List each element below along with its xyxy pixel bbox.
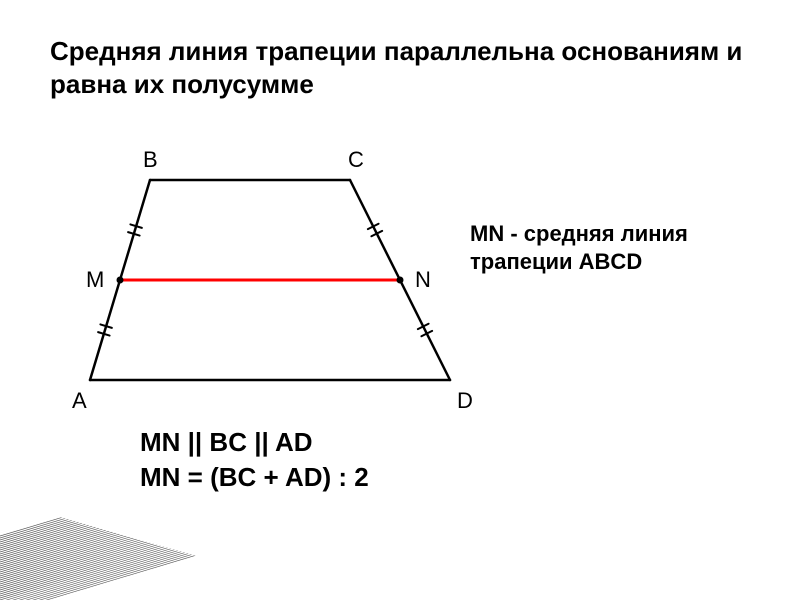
vertex-label-c: C — [348, 147, 364, 173]
formula-parallel: MN || BC || AD — [140, 425, 369, 460]
vertex-label-m: M — [86, 267, 104, 293]
formula-halfsum: MN = (BC + AD) : 2 — [140, 460, 369, 495]
trapezoid-diagram — [50, 140, 470, 410]
formulas-block: MN || BC || AD MN = (BC + AD) : 2 — [140, 425, 369, 495]
vertex-label-b: B — [143, 147, 158, 173]
vertex-label-d: D — [457, 388, 473, 414]
diagram-annotation: MN - средняя линия трапеции ABCD — [470, 220, 770, 275]
corner-decoration — [0, 490, 350, 600]
page-title: Средняя линия трапеции параллельна основ… — [50, 35, 750, 100]
vertex-label-n: N — [415, 267, 431, 293]
vertex-label-a: A — [72, 388, 87, 414]
